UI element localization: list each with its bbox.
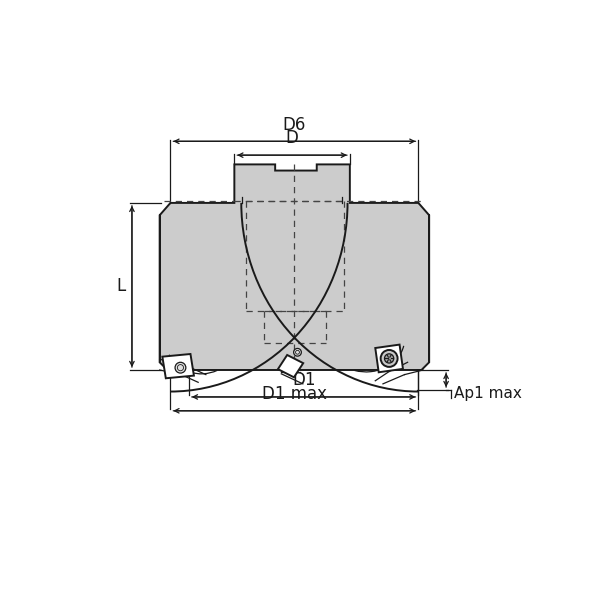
Circle shape bbox=[380, 350, 398, 367]
Text: D1: D1 bbox=[292, 371, 316, 389]
Text: D1 max: D1 max bbox=[262, 385, 327, 403]
Polygon shape bbox=[160, 164, 429, 370]
Polygon shape bbox=[163, 354, 194, 378]
Text: D: D bbox=[286, 130, 299, 148]
Circle shape bbox=[385, 354, 394, 363]
Circle shape bbox=[293, 349, 301, 356]
Text: L: L bbox=[116, 277, 126, 295]
Text: D6: D6 bbox=[283, 116, 306, 134]
Polygon shape bbox=[278, 355, 303, 377]
Circle shape bbox=[175, 362, 186, 373]
Polygon shape bbox=[375, 344, 403, 372]
Text: Ap1 max: Ap1 max bbox=[454, 386, 521, 401]
